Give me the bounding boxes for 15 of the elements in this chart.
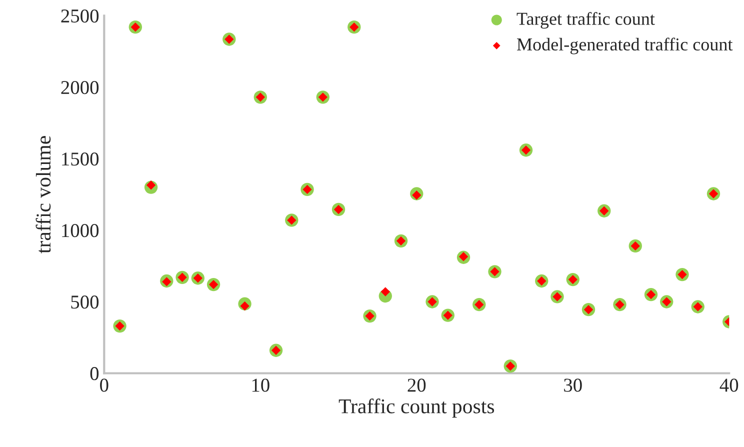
y-tick-label: 2500 (61, 9, 99, 23)
y-tick-label: 0 (90, 367, 99, 380)
y-tick-label: 1000 (62, 224, 99, 238)
x-tick-label: 20 (408, 378, 426, 392)
x-tick-label: 30 (564, 378, 582, 392)
x-tick-label: 40 (720, 378, 738, 392)
y-axis-title: traffic volume (36, 136, 51, 254)
x-tick-label: 10 (252, 378, 270, 392)
legend-label: Model-generated traffic count (517, 38, 733, 54)
y-tick-label: 2000 (61, 80, 99, 94)
x-axis-title: Traffic count posts (338, 398, 494, 418)
y-tick-label: 1500 (62, 152, 99, 166)
x-tick-label: 0 (100, 378, 108, 392)
y-tick-label: 500 (71, 296, 99, 309)
legend-label: Target traffic count (516, 12, 655, 29)
